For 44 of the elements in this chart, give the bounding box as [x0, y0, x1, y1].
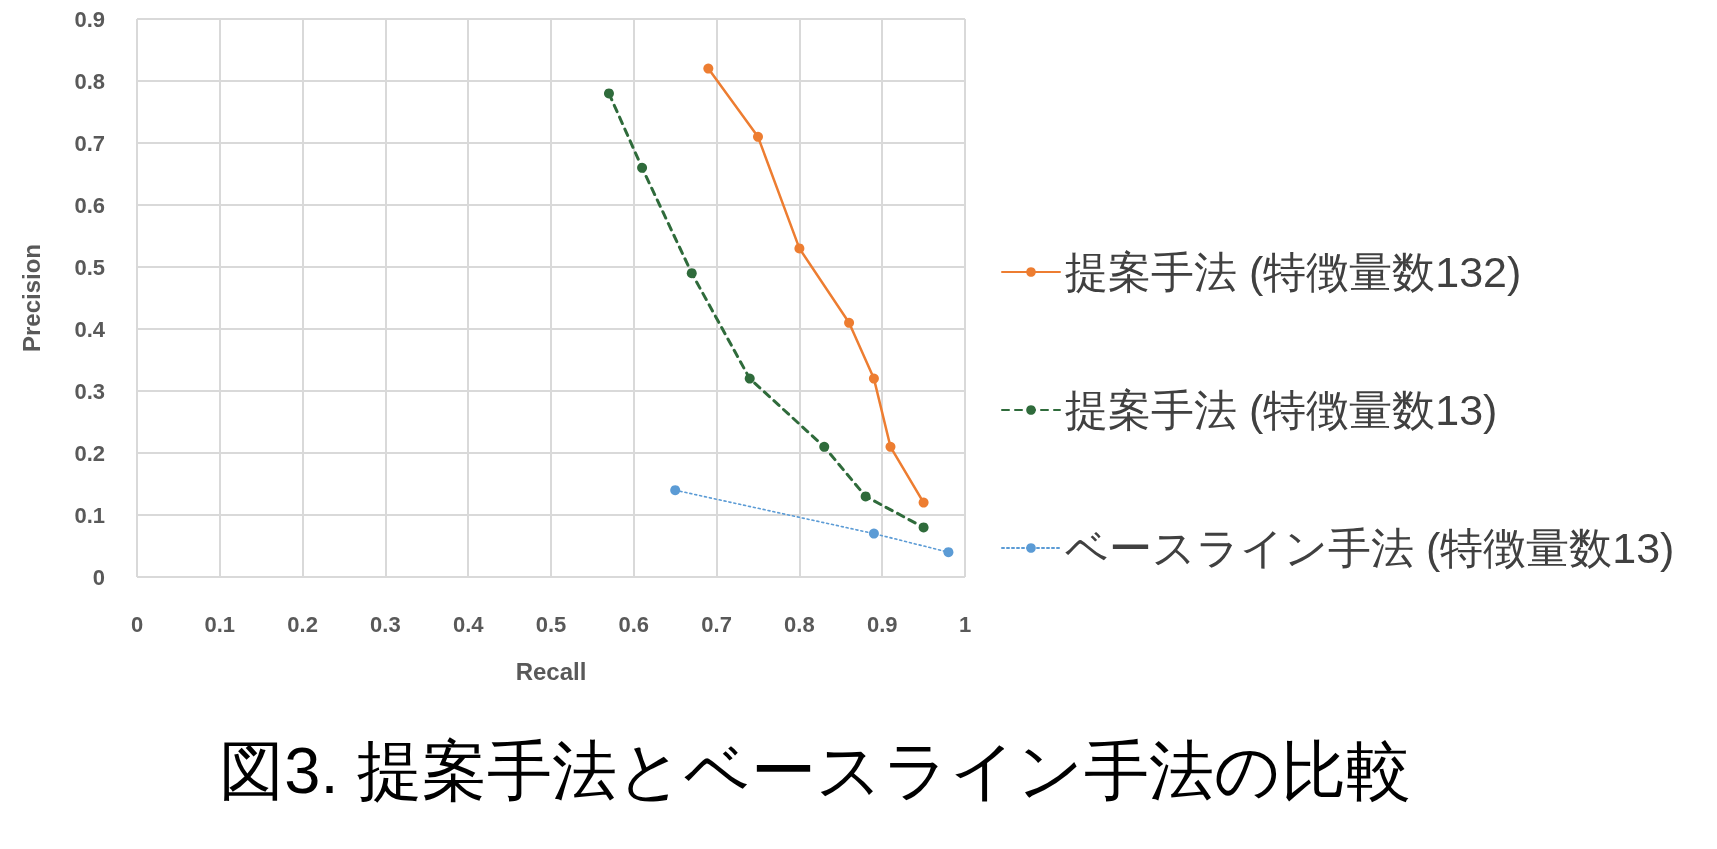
point [844, 317, 855, 328]
point [918, 497, 929, 508]
y-tick-label: 0.5 [74, 254, 105, 280]
point [819, 441, 830, 452]
y-tick-label: 0.9 [74, 6, 105, 32]
y-tick-label: 0 [92, 564, 105, 590]
x-tick-label: 0 [130, 611, 144, 637]
x-tick-label: 0.8 [784, 611, 815, 637]
text: 図3. 提案手法とベースライン手法の比較 [219, 734, 1411, 807]
x-tick-label: 0.9 [866, 611, 898, 637]
point [943, 547, 954, 558]
x-tick-label: 0.3 [370, 611, 401, 637]
point [637, 162, 648, 173]
point [753, 131, 763, 142]
y-tick-label: 0.6 [74, 192, 105, 218]
point [868, 373, 879, 384]
point [703, 63, 714, 74]
y-axis-title: Precision [17, 243, 45, 353]
x-tick-label: 0.5 [535, 611, 567, 637]
x-tick-label: 1 [958, 611, 972, 637]
point [603, 88, 614, 99]
x-tick-label: 0.7 [701, 611, 732, 637]
x-tick-label: 0.4 [452, 611, 485, 637]
point [744, 373, 755, 384]
y-tick-label: 0.1 [74, 502, 105, 528]
legend-label: 提案手法 (特徴量数13) [1065, 386, 1498, 434]
x-axis-title: Recall [515, 657, 587, 685]
y-tick-label: 0.7 [74, 130, 105, 156]
x-tick-label: 0.2 [287, 611, 318, 637]
point [670, 485, 681, 496]
y-tick-label: 0.3 [74, 378, 105, 404]
legend-label: ベースライン手法 (特徴量数13) [1065, 524, 1675, 572]
point [686, 268, 697, 279]
point [860, 491, 871, 502]
y-tick-label: 0.4 [74, 316, 106, 342]
x-tick-label: 0.1 [204, 611, 236, 637]
point [868, 528, 879, 539]
y-tick-label: 0.2 [74, 440, 105, 466]
point [918, 522, 929, 533]
y-tick-label: 0.8 [74, 68, 105, 94]
legend-label: 提案手法 (特徴量数132) [1065, 248, 1522, 296]
x-tick-label: 0.6 [618, 611, 650, 637]
point [885, 441, 896, 452]
point [794, 243, 805, 254]
